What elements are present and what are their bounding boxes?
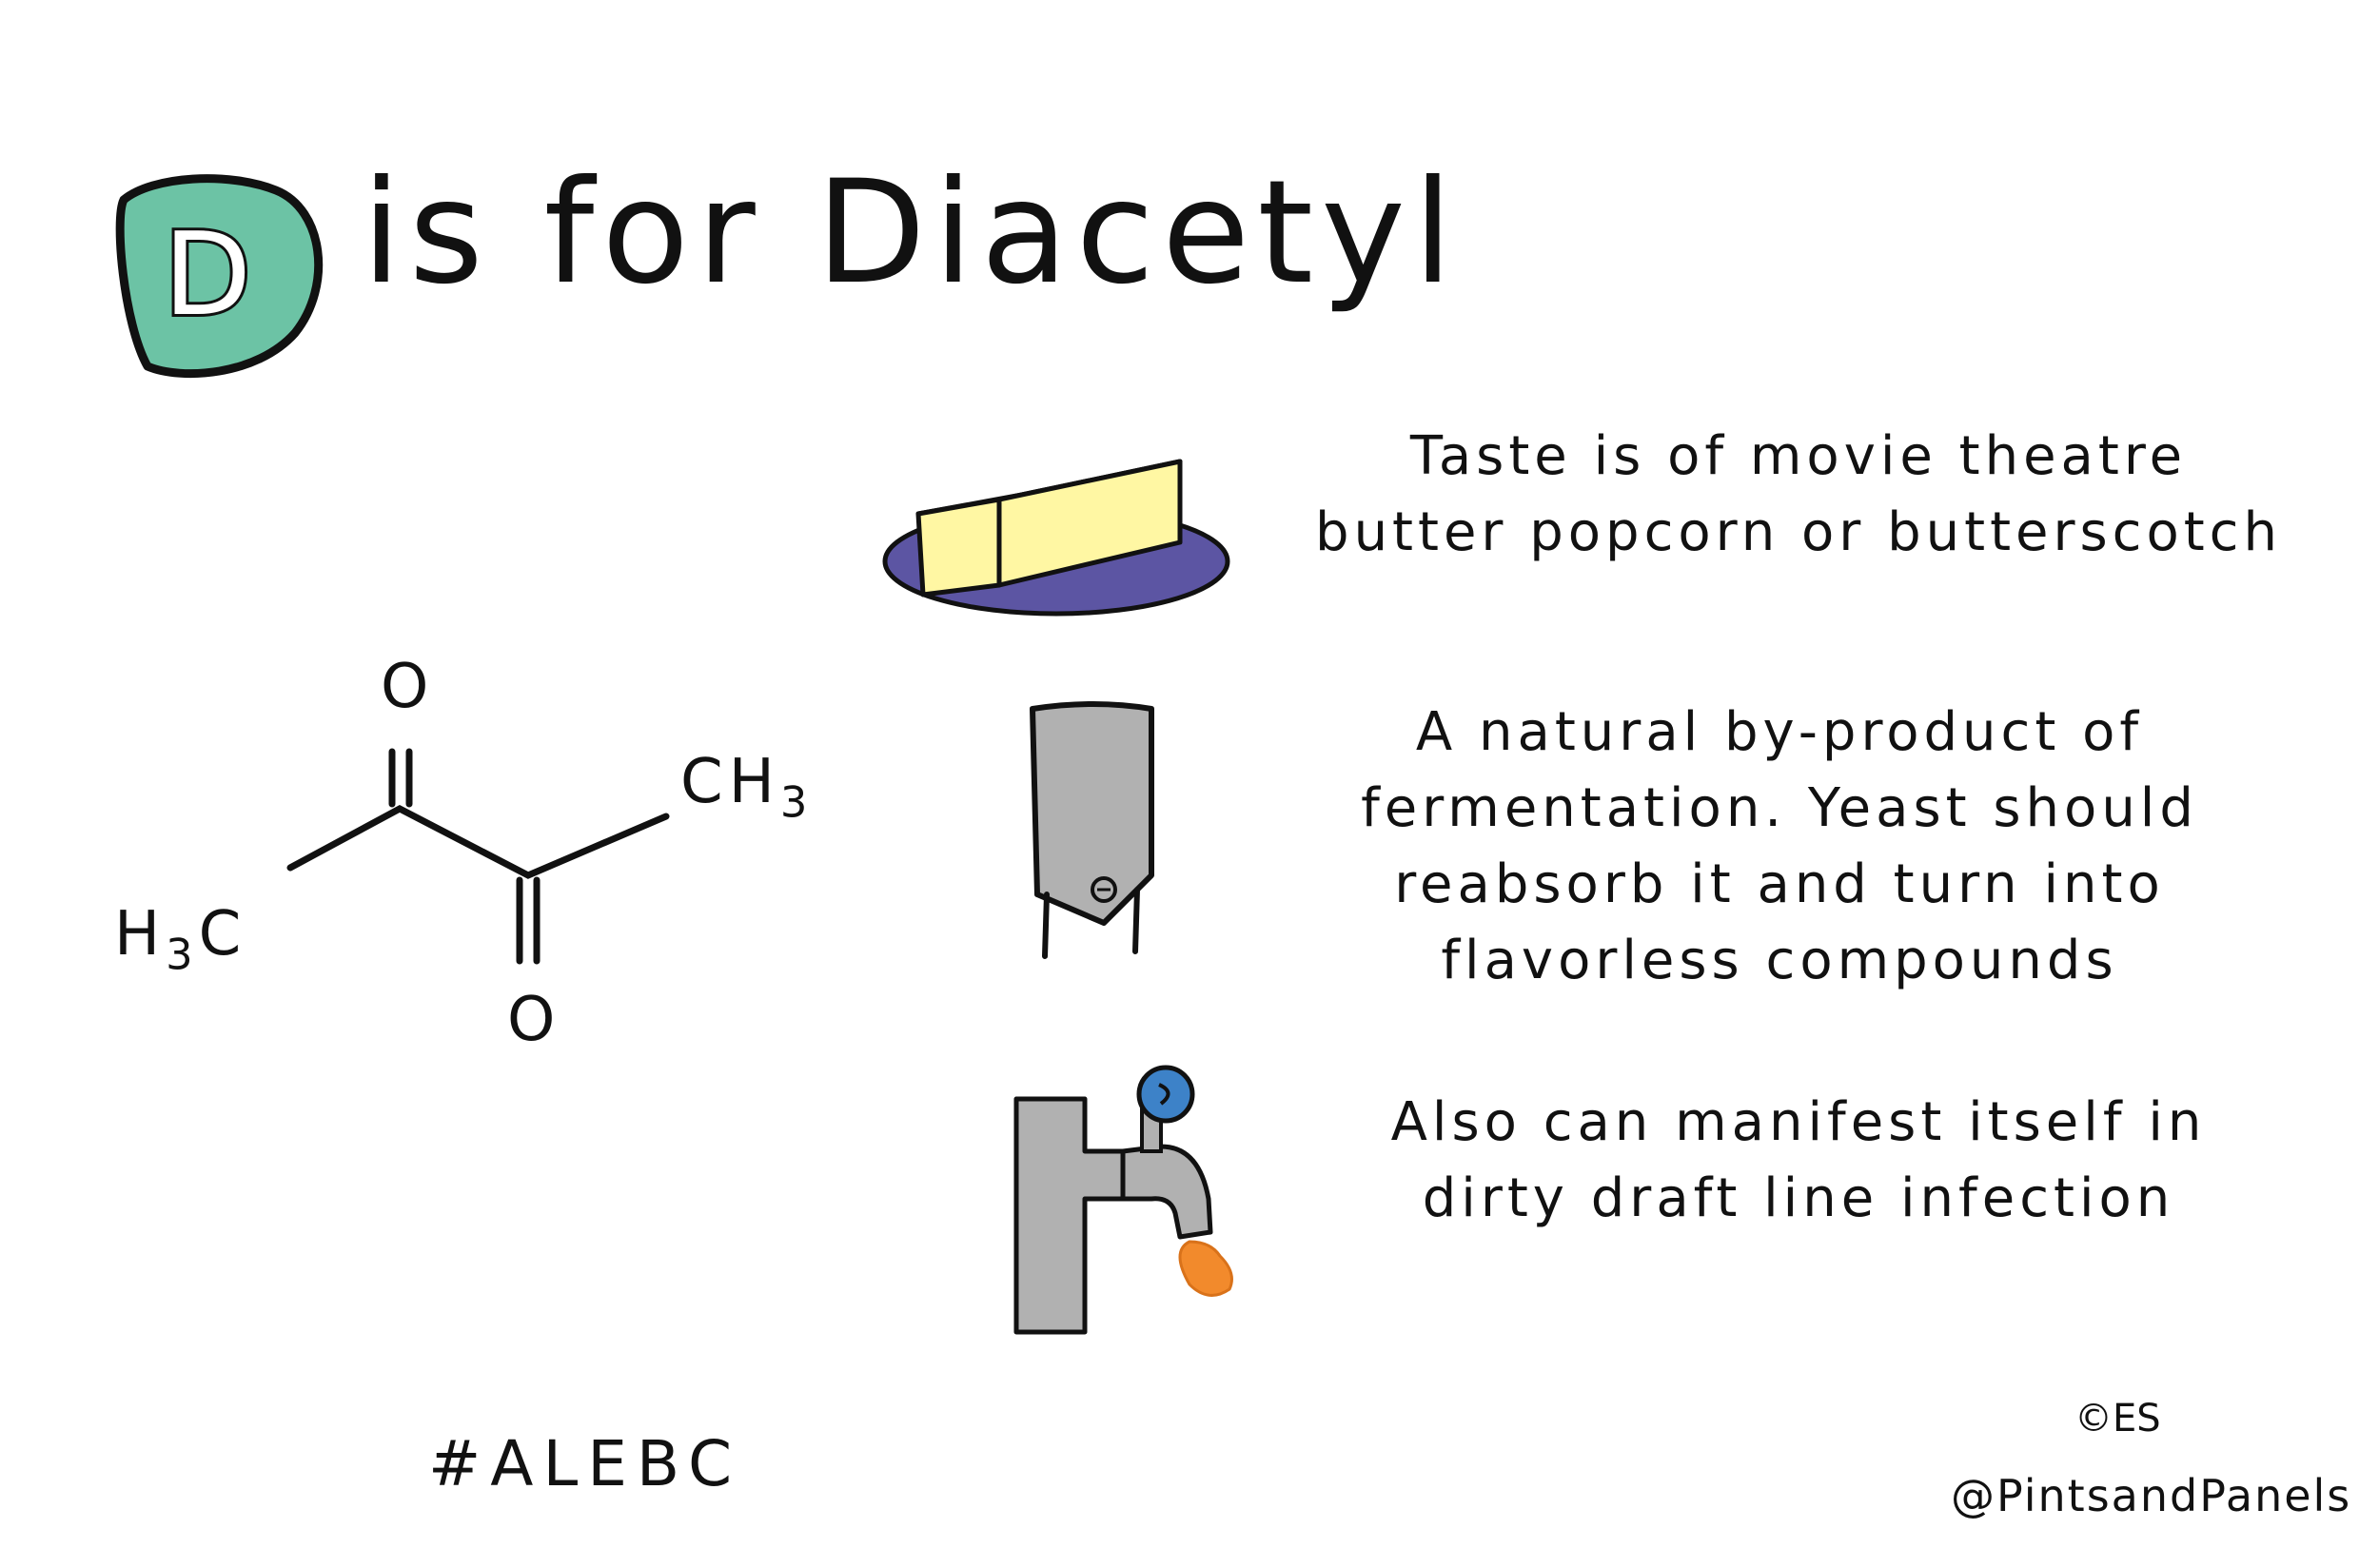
butter-side xyxy=(996,459,1183,588)
fact-byproduct: A natural by-product of fermentation. Ye… xyxy=(1361,701,2198,991)
tank-body xyxy=(1030,701,1154,926)
methyl-right: CH3 xyxy=(680,752,813,824)
page-title: is for Diacetyl xyxy=(362,150,1461,316)
hashtag: #ALEBC xyxy=(428,1427,742,1500)
title-letter: D xyxy=(164,209,251,342)
fermenter-tank-icon xyxy=(1030,701,1154,959)
tap-column xyxy=(1013,1096,1131,1335)
methyl-left-sub: 3 xyxy=(166,929,199,980)
tap-knob xyxy=(1136,1065,1195,1124)
bottom-oxygen: O xyxy=(507,985,561,1055)
methyl-right-ch: CH xyxy=(680,747,780,817)
author-handle: @PintsandPanels xyxy=(1951,1470,2352,1521)
draft-tap-icon xyxy=(1013,1065,1233,1335)
title-letter-badge: D xyxy=(115,174,324,379)
methyl-left-h: H xyxy=(114,899,167,970)
methyl-left-c: C xyxy=(198,899,247,970)
title-letter-shape xyxy=(115,174,324,379)
butter-dish-icon xyxy=(882,459,1230,617)
top-oxygen: O xyxy=(381,652,435,722)
fact-draft-line: Also can manifest itself in dirty draft … xyxy=(1390,1091,2207,1229)
tap-spout xyxy=(1120,1144,1213,1240)
tap-drip xyxy=(1178,1240,1233,1297)
fact-taste: Taste is of movie theatre butter popcorn… xyxy=(1315,425,2282,563)
tank-leg-left xyxy=(1042,892,1050,959)
methyl-left: H3C xyxy=(114,904,246,976)
methyl-right-sub: 3 xyxy=(779,776,814,828)
butter-front xyxy=(915,497,1002,598)
copyright: ©ES xyxy=(2074,1397,2161,1441)
tank-valve xyxy=(1091,876,1117,903)
bond-chain xyxy=(286,805,670,879)
tank-leg-right xyxy=(1132,887,1140,954)
